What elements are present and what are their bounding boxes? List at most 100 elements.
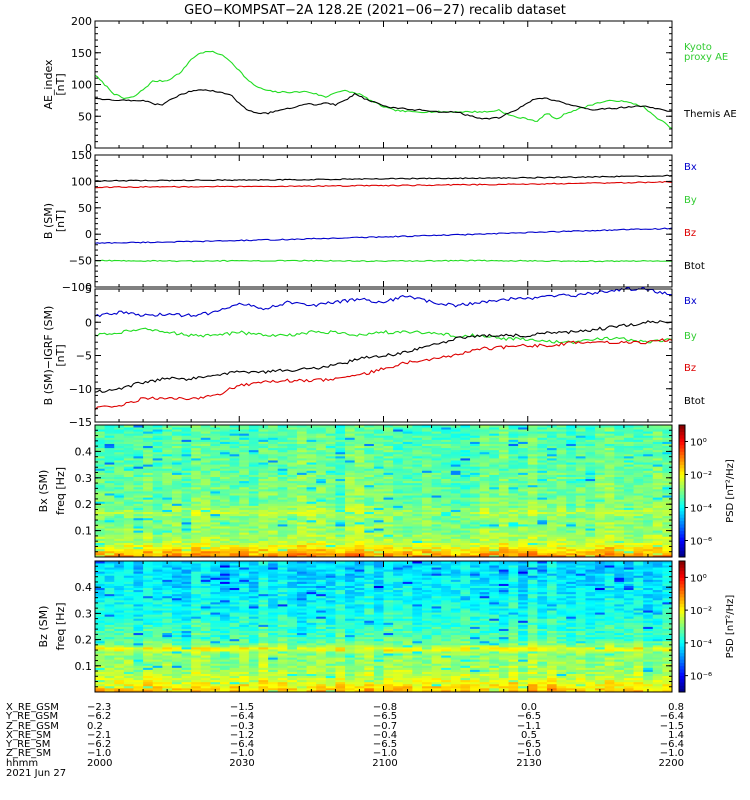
spectrogram-cell bbox=[287, 491, 298, 494]
spectrogram-cell bbox=[537, 683, 548, 687]
spectrogram-cell bbox=[633, 466, 644, 469]
spectrogram-cell bbox=[123, 671, 134, 674]
spectrogram-cell bbox=[373, 544, 384, 548]
spectrogram-cell bbox=[614, 464, 625, 467]
spectrogram-cell bbox=[287, 521, 298, 525]
spectrogram-cell bbox=[652, 501, 663, 504]
spectrogram-cell bbox=[114, 669, 125, 672]
spectrogram-cell bbox=[162, 538, 173, 541]
spectrogram-cell bbox=[518, 521, 529, 525]
spectrogram-cell bbox=[623, 495, 634, 498]
spectrogram-cell bbox=[95, 669, 106, 672]
spectrogram-cell bbox=[566, 675, 577, 679]
spectrogram-cell bbox=[441, 513, 452, 517]
spectrogram-cell bbox=[508, 532, 519, 535]
spectrogram-cell bbox=[662, 546, 673, 550]
spectrogram-cell bbox=[412, 433, 423, 436]
spectrogram-cell bbox=[575, 536, 586, 539]
spectrogram-cell bbox=[556, 495, 567, 498]
spectrogram-cell bbox=[575, 478, 586, 482]
spectrogram-cell bbox=[325, 544, 336, 548]
spectrogram-cell bbox=[191, 491, 202, 494]
spectrogram-cell bbox=[114, 507, 125, 510]
spectrogram-cell bbox=[662, 511, 673, 515]
spectrogram-cell bbox=[537, 687, 548, 691]
spectrogram-cell bbox=[479, 468, 490, 471]
spectrogram-cell bbox=[421, 550, 432, 554]
spectrogram-cell bbox=[518, 503, 529, 506]
spectrogram-cell bbox=[220, 554, 231, 558]
spectrogram-cell bbox=[623, 468, 634, 471]
spectrogram-cell bbox=[595, 458, 606, 461]
spectrogram-cell bbox=[181, 687, 192, 691]
spectrogram-cell bbox=[489, 509, 500, 513]
spectrogram-cell bbox=[383, 538, 394, 541]
spectrogram-cell bbox=[623, 441, 634, 444]
spectrogram-cell bbox=[537, 495, 548, 498]
spectrogram-cell bbox=[537, 435, 548, 438]
spectrogram-cell bbox=[604, 515, 615, 519]
spectrogram-cell bbox=[239, 468, 250, 471]
spectrogram-cell bbox=[470, 534, 481, 537]
spectrogram-cell bbox=[508, 526, 519, 529]
spectrogram-cell bbox=[143, 464, 154, 467]
spectrogram-cell bbox=[345, 480, 356, 484]
spectrogram-cell bbox=[95, 509, 106, 513]
spectrogram-cell bbox=[614, 491, 625, 494]
spectrogram-cell bbox=[123, 524, 134, 527]
spectrogram-cell bbox=[470, 468, 481, 471]
spectrogram-cell bbox=[210, 669, 221, 672]
spectrogram-cell bbox=[268, 507, 279, 510]
spectrogram-cell bbox=[614, 425, 625, 428]
spectrogram-cell bbox=[489, 517, 500, 521]
spectrogram-cell bbox=[479, 447, 490, 451]
spectrogram-cell bbox=[277, 497, 288, 500]
spectrogram-cell bbox=[325, 497, 336, 500]
spectrogram-cell bbox=[210, 466, 221, 469]
spectrogram-cell bbox=[335, 542, 346, 546]
spectrogram-cell bbox=[325, 427, 336, 430]
colorbar-step bbox=[679, 474, 685, 479]
spectrogram-cell bbox=[373, 507, 384, 510]
spectrogram-cell bbox=[546, 470, 557, 473]
spectrogram-cell bbox=[604, 546, 615, 550]
spectrogram-cell bbox=[441, 517, 452, 521]
spectrogram-cell bbox=[200, 431, 211, 434]
spectrogram-cell bbox=[652, 687, 663, 691]
spectrogram-cell bbox=[133, 669, 144, 672]
spectrogram-cell bbox=[614, 455, 625, 459]
spectrogram-cell bbox=[133, 501, 144, 504]
spectrogram-cell bbox=[585, 511, 596, 515]
spectrogram-cell bbox=[200, 507, 211, 510]
spectrogram-cell bbox=[181, 507, 192, 510]
spectrogram-cell bbox=[296, 683, 307, 687]
spectrogram-cell bbox=[229, 687, 240, 691]
spectrogram-cell bbox=[633, 429, 644, 432]
spectrogram-cell bbox=[335, 530, 346, 533]
spectrogram-cell bbox=[556, 521, 567, 525]
spectrogram-cell bbox=[95, 431, 106, 434]
spectrogram-cell bbox=[373, 488, 384, 492]
spectrogram-cell bbox=[316, 521, 327, 525]
spectrogram-cell bbox=[479, 429, 490, 432]
spectrogram-cell bbox=[258, 675, 269, 679]
spectrogram-cell bbox=[508, 552, 519, 556]
spectrogram-cell bbox=[652, 540, 663, 543]
spectrogram-cell bbox=[191, 482, 202, 486]
spectrogram-cell bbox=[287, 449, 298, 453]
spectrogram-cell bbox=[210, 683, 221, 687]
spectrogram-cell bbox=[508, 458, 519, 461]
spectrogram-cell bbox=[268, 683, 279, 687]
spectrogram-cell bbox=[431, 671, 442, 674]
spectrogram-cell bbox=[652, 532, 663, 535]
spectrogram-cell bbox=[364, 530, 375, 533]
spectrogram-cell bbox=[643, 521, 654, 525]
spectrogram-cell bbox=[518, 497, 529, 500]
spectrogram-cell bbox=[306, 484, 317, 488]
spectrogram-cell bbox=[537, 486, 548, 490]
spectrogram-cell bbox=[152, 478, 163, 482]
spectrogram-cell bbox=[412, 488, 423, 492]
spectrogram-cell bbox=[152, 511, 163, 515]
spectrogram-cell bbox=[296, 526, 307, 529]
spectrogram-cell bbox=[325, 478, 336, 482]
